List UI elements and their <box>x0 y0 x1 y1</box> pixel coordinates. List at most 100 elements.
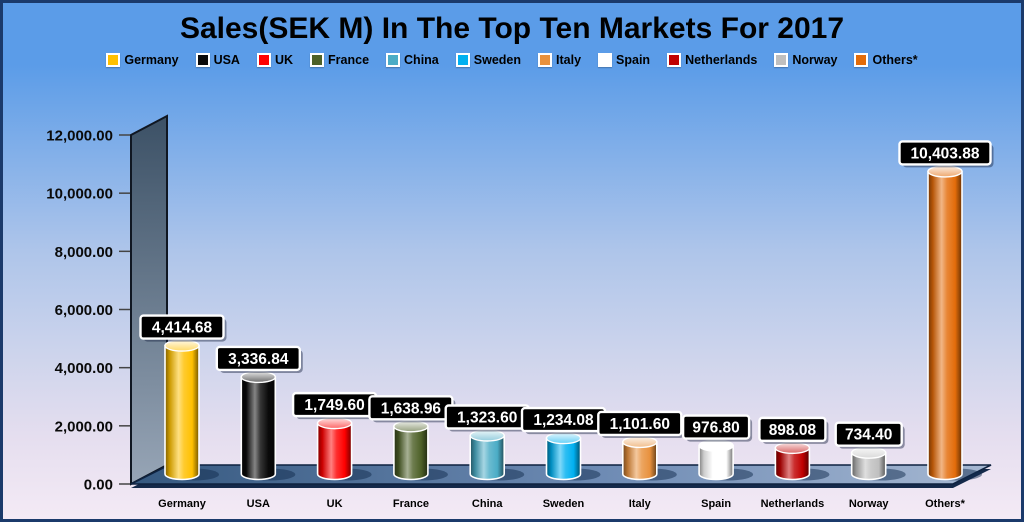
legend-item-china: China <box>386 53 439 67</box>
bar-top <box>927 165 963 178</box>
bar-top <box>164 339 200 352</box>
value-label-box <box>139 314 225 340</box>
legend-item-sweden: Sweden <box>455 53 522 67</box>
y-axis-label: 8,000.00 <box>55 244 113 261</box>
value-label: 1,234.08 <box>520 406 608 435</box>
value-label-text: 1,323.60 <box>457 410 517 427</box>
bar-top <box>851 446 887 459</box>
legend-label: Italy <box>556 53 582 67</box>
legend-marker-icon <box>386 53 401 67</box>
legend-marker-icon <box>667 53 682 67</box>
legend-label: USA <box>213 53 240 67</box>
legend-marker-icon <box>538 53 553 67</box>
legend-marker-icon <box>310 53 325 67</box>
chart-plot-area: 0.00 2,000.00 4,000.00 6,000.00 8,000.00 10,0… <box>46 114 994 510</box>
value-label-text: 976.80 <box>692 420 739 437</box>
bar-cylinder-norway <box>850 451 887 481</box>
category-label: Netherlands <box>761 498 825 510</box>
category-label: Norway <box>849 498 890 510</box>
legend-label: China <box>404 53 439 67</box>
value-label-text: 1,638.96 <box>381 400 442 417</box>
value-label: 10,403.88 <box>898 140 994 168</box>
legend-item-usa: USA <box>195 53 240 67</box>
legend-label: Sweden <box>473 53 522 67</box>
legend-marker-icon <box>455 53 470 67</box>
category-label: France <box>393 498 429 510</box>
bar-cylinder-china <box>469 434 505 481</box>
value-label: 1,101.60 <box>597 410 685 438</box>
bar-cylinder-spain <box>698 444 734 481</box>
bar-cylinder-sweden <box>545 437 582 481</box>
bar-cylinder-uk <box>316 422 353 481</box>
value-label-box <box>597 410 683 437</box>
legend-label: France <box>328 53 370 67</box>
category-label: USA <box>247 498 270 510</box>
bar-top <box>469 429 505 442</box>
value-label-text: 10,403.88 <box>911 145 980 162</box>
bar-top <box>622 435 658 449</box>
legend-marker-icon <box>774 53 789 67</box>
y-axis-label: 6,000.00 <box>55 302 113 319</box>
category-label: Spain <box>701 498 731 510</box>
bar-cylinder-germany <box>164 344 200 481</box>
value-label: 3,336.84 <box>215 345 303 373</box>
value-label: 734.40 <box>834 421 905 449</box>
legend-label: Germany <box>124 53 179 67</box>
bar-cylinder-others <box>927 170 963 481</box>
value-label-text: 1,749.60 <box>304 397 364 414</box>
legend-marker-icon <box>256 53 271 67</box>
value-label-box <box>898 140 992 166</box>
bar-top <box>774 441 811 455</box>
value-label: 976.80 <box>681 414 753 442</box>
y-axis-label: 0.00 <box>84 477 113 494</box>
chart-title: Sales(SEK M) In The Top Ten Markets For … <box>179 12 845 45</box>
bar-cylinder-italy <box>622 441 658 481</box>
value-label: 1,638.96 <box>368 395 456 423</box>
value-label-box <box>681 414 751 440</box>
value-label: 1,749.60 <box>291 391 380 420</box>
category-label: China <box>472 498 503 510</box>
value-label-text: 4,414.68 <box>152 320 213 337</box>
legend-marker-icon <box>854 53 869 67</box>
legend-item-spain: Spain <box>598 53 650 67</box>
category-label: Italy <box>629 498 652 510</box>
legend-marker-icon <box>195 53 210 67</box>
value-label: 4,414.68 <box>139 314 227 342</box>
bar-cylinder-france <box>393 425 429 481</box>
value-label-box <box>215 345 302 372</box>
legend-item-netherlands: Netherlands <box>667 53 757 67</box>
legend-item-france: France <box>310 53 369 67</box>
legend-label: Spain <box>616 53 651 67</box>
y-axis-label: 4,000.00 <box>55 360 113 377</box>
legend-label: Norway <box>792 53 838 67</box>
bar-cylinder-usa <box>240 376 277 481</box>
bar-top <box>698 439 734 452</box>
y-axis-label: 12,000.00 <box>46 128 113 145</box>
legend-item-italy: Italy <box>538 53 581 67</box>
legend-label: UK <box>274 53 294 67</box>
legend-item-norway: Norway <box>774 53 837 67</box>
category-label: Sweden <box>543 498 585 510</box>
category-label: Germany <box>158 498 207 510</box>
chart-legend: Germany USA UK France China Sweden Italy Spain N… <box>3 53 1021 67</box>
value-label-text: 898.08 <box>769 422 817 439</box>
value-label-text: 734.40 <box>845 427 892 444</box>
value-label: 1,323.60 <box>444 404 532 432</box>
legend-item-others: Others* <box>854 53 918 67</box>
y-axis-label: 2,000.00 <box>55 418 113 435</box>
chart-wall <box>130 114 168 486</box>
bar-top <box>316 416 353 430</box>
bar-top <box>240 370 277 384</box>
legend-label: Netherlands <box>685 53 758 67</box>
value-label-box <box>834 421 903 447</box>
legend-marker-icon <box>106 53 121 67</box>
value-label: 898.08 <box>758 416 829 444</box>
value-label-text: 1,101.60 <box>610 416 670 433</box>
legend-item-germany: Germany <box>106 53 179 67</box>
category-label: UK <box>327 498 343 510</box>
value-label-text: 1,234.08 <box>533 412 594 429</box>
legend-marker-icon <box>598 53 613 67</box>
category-label: Others* <box>925 498 965 510</box>
bar-top <box>545 431 582 445</box>
